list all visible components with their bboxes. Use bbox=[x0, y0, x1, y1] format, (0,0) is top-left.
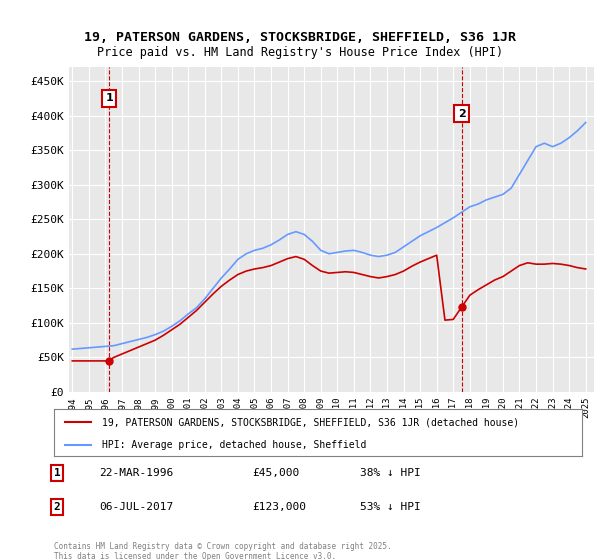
Text: Contains HM Land Registry data © Crown copyright and database right 2025.
This d: Contains HM Land Registry data © Crown c… bbox=[54, 542, 392, 560]
Text: £45,000: £45,000 bbox=[252, 468, 299, 478]
Text: 19, PATERSON GARDENS, STOCKSBRIDGE, SHEFFIELD, S36 1JR: 19, PATERSON GARDENS, STOCKSBRIDGE, SHEF… bbox=[84, 31, 516, 44]
Text: 19, PATERSON GARDENS, STOCKSBRIDGE, SHEFFIELD, S36 1JR (detached house): 19, PATERSON GARDENS, STOCKSBRIDGE, SHEF… bbox=[101, 417, 518, 427]
Text: 2: 2 bbox=[53, 502, 61, 512]
Text: 53% ↓ HPI: 53% ↓ HPI bbox=[360, 502, 421, 512]
Text: 2: 2 bbox=[458, 109, 466, 119]
Text: 06-JUL-2017: 06-JUL-2017 bbox=[99, 502, 173, 512]
Text: 38% ↓ HPI: 38% ↓ HPI bbox=[360, 468, 421, 478]
Text: HPI: Average price, detached house, Sheffield: HPI: Average price, detached house, Shef… bbox=[101, 440, 366, 450]
Text: £123,000: £123,000 bbox=[252, 502, 306, 512]
Text: Price paid vs. HM Land Registry's House Price Index (HPI): Price paid vs. HM Land Registry's House … bbox=[97, 46, 503, 59]
Text: 1: 1 bbox=[53, 468, 61, 478]
Text: 1: 1 bbox=[106, 94, 113, 103]
Text: 22-MAR-1996: 22-MAR-1996 bbox=[99, 468, 173, 478]
